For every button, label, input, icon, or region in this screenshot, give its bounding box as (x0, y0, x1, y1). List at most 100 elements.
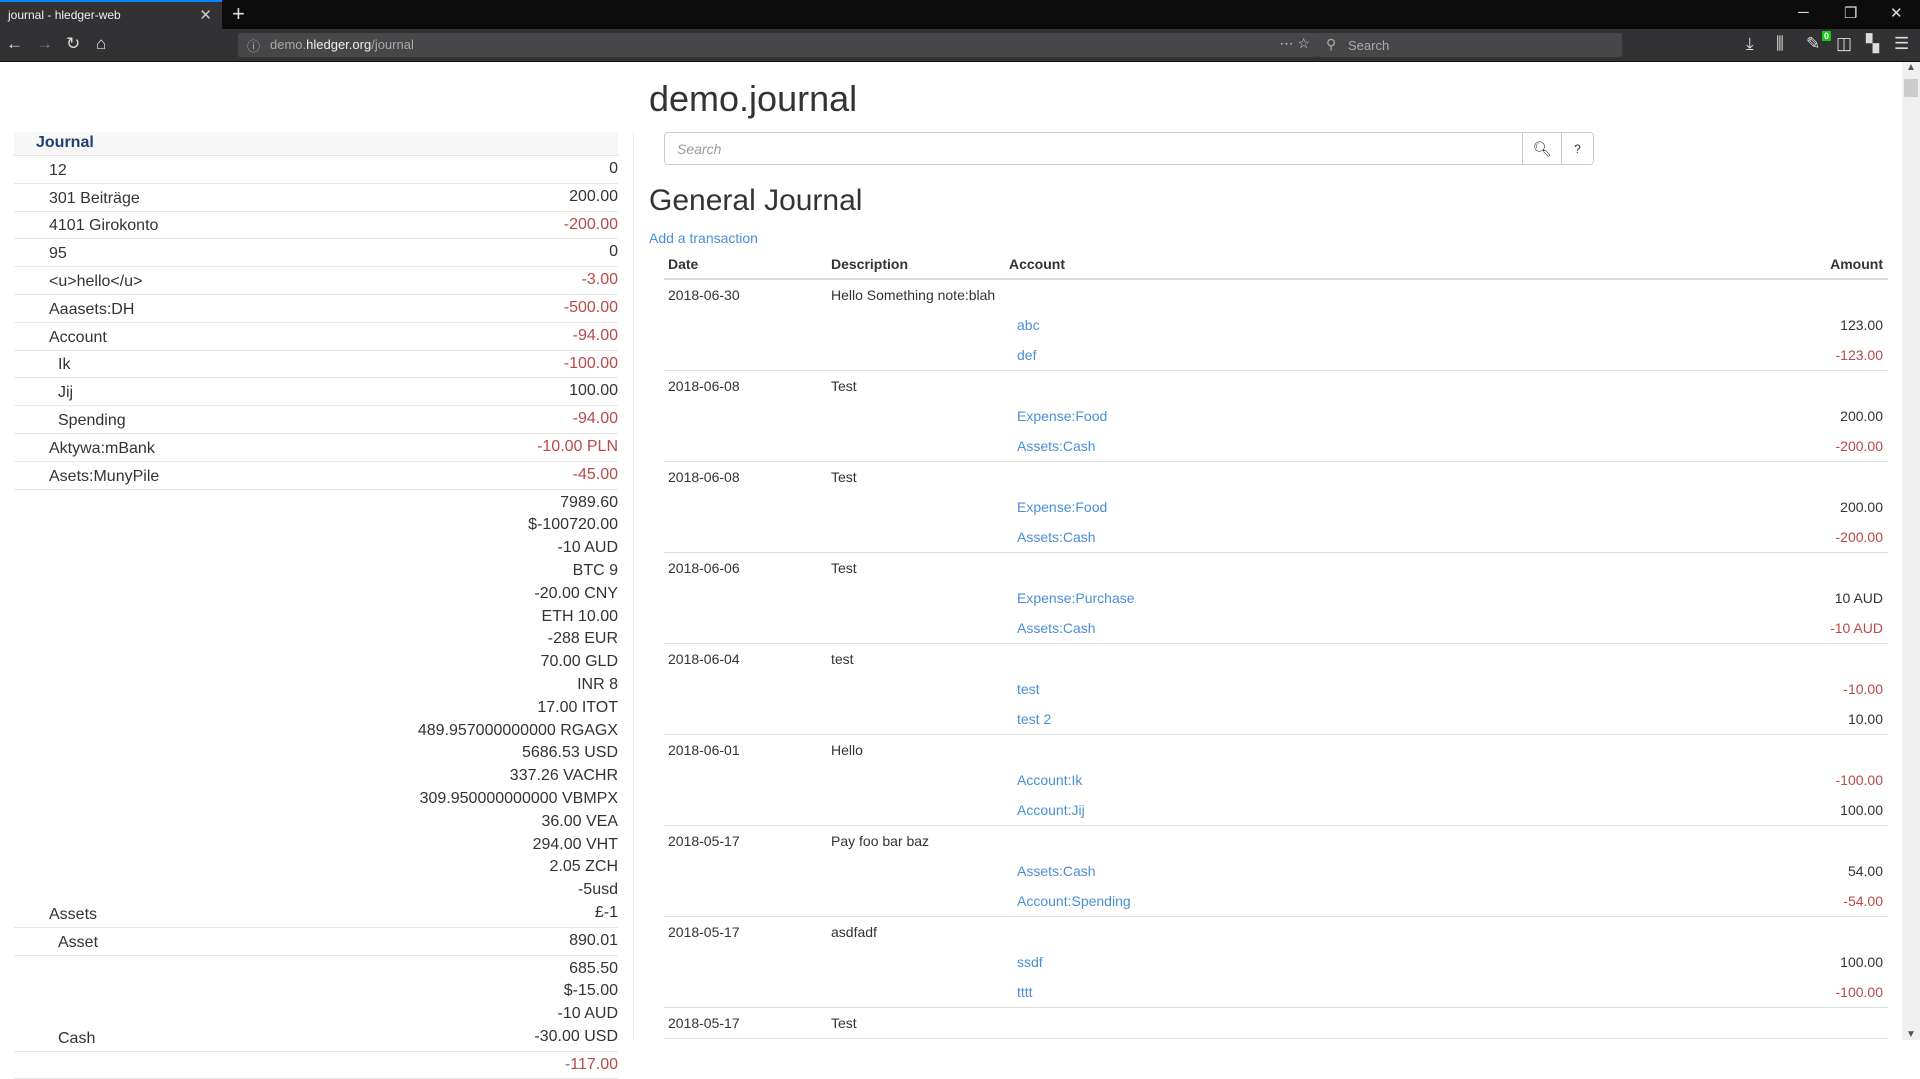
home-icon[interactable]: ⌂ (96, 34, 107, 53)
posting-account-link[interactable]: Assets:Cash (1017, 529, 1096, 545)
search-input[interactable]: Search (677, 141, 722, 157)
account-balance: 7989.60 $-100720.00 -10 AUD BTC 9 -20.00 CNY… (418, 492, 618, 925)
account-balance: 0 (609, 158, 618, 181)
transaction: 2018-06-06 Test Expense:Purchase 10 AUD Asse… (664, 553, 1888, 644)
account-link[interactable]: 95 (49, 245, 67, 263)
account-link[interactable]: Asets:MunyPile (49, 467, 160, 485)
posting-amount: 100.00 (1840, 954, 1883, 970)
account-link[interactable]: 12 (49, 161, 67, 179)
account-link[interactable]: Asset (58, 933, 99, 951)
tab-title: journal - hledger-web (8, 8, 121, 22)
account-link[interactable]: <u>hello</u> (49, 272, 143, 290)
transaction-row[interactable]: 2018-05-17 asdfadf (664, 917, 1888, 947)
download-icon[interactable]: ⤓ (1746, 34, 1754, 53)
scrollbar[interactable]: ▲ ▼ (1902, 62, 1920, 1040)
sidebar-journal-link[interactable]: Journal (14, 132, 618, 156)
transaction-description: Test (831, 1015, 857, 1031)
scroll-down-icon[interactable]: ▼ (1906, 1029, 1916, 1040)
posting-account-link[interactable]: Expense:Food (1017, 408, 1108, 424)
reload-icon[interactable]: ↻ (66, 34, 81, 53)
page-actions-star-icon[interactable]: ⋯ ☆ (1279, 35, 1310, 51)
close-window-icon[interactable]: ✕ (1890, 5, 1903, 22)
url-path: /journal (371, 37, 414, 52)
account-link[interactable]: Aaasets:DH (49, 300, 135, 318)
site-title[interactable]: demo.journal (649, 78, 858, 119)
browser-tab[interactable]: journal - hledger-web ✕ (0, 0, 222, 29)
balance-amount: 685.50 (569, 959, 618, 977)
transaction-row[interactable]: 2018-05-17 Test (664, 1008, 1888, 1038)
transaction-date: 2018-05-17 (668, 1015, 740, 1031)
url-host: hledger.org (306, 37, 372, 52)
posting-account-link[interactable]: ssdf (1017, 954, 1043, 970)
transaction-row[interactable]: 2018-06-08 Test (664, 462, 1888, 492)
info-icon[interactable]: ⓘ (247, 39, 261, 54)
account-link[interactable]: Jij (58, 384, 74, 402)
scrollbar-thumb[interactable] (1904, 79, 1918, 97)
account-balance: 100.00 (569, 380, 618, 403)
extension-icon[interactable]: ✎ (1806, 34, 1821, 53)
transaction: 2018-06-01 Hello Account:Ik -100.00 Account:… (664, 735, 1888, 826)
posting-account-link[interactable]: Account:Spending (1017, 893, 1131, 909)
sidebar-account-row: Assets 7989.60 $-100720.00 -10 AUD BTC 9 -20.… (14, 490, 618, 928)
posting-account-link[interactable]: test 2 (1017, 711, 1052, 727)
account-link[interactable]: Ik (58, 356, 71, 374)
restore-icon[interactable]: ❐ (1844, 5, 1858, 22)
url-host-prefix: demo. (270, 37, 307, 52)
library-icon[interactable]: ⫼ (1776, 34, 1784, 53)
add-transaction-link[interactable]: Add a transaction (649, 230, 758, 246)
balance-amount: 2.05 ZCH (549, 858, 618, 876)
balance-amount: -45.00 (572, 465, 618, 483)
sidebar-toggle-icon[interactable]: ◫ (1836, 34, 1853, 53)
balance-amount: 309.950000000000 VBMPX (419, 789, 618, 807)
account-link[interactable]: Assets (49, 905, 98, 923)
scroll-up-icon[interactable]: ▲ (1906, 62, 1916, 73)
balance-amount: ETH 10.00 (541, 607, 618, 625)
transaction-row[interactable]: 2018-05-17 Pay foo bar baz (664, 826, 1888, 856)
posting-account-link[interactable]: tttt (1017, 984, 1033, 1000)
new-tab-icon[interactable]: + (232, 1, 245, 26)
account-link[interactable]: Aktywa:mBank (49, 439, 155, 457)
menu-icon[interactable]: ☰ (1894, 34, 1910, 53)
posting-account-link[interactable]: Assets:Cash (1017, 620, 1096, 636)
account-link[interactable]: 4101 Girokonto (49, 217, 159, 235)
sidebar-account-row: Jij 100.00 (14, 378, 618, 407)
transaction-row[interactable]: 2018-06-01 Hello (664, 735, 1888, 765)
balance-amount: -10 AUD (557, 539, 618, 557)
search-button[interactable]: 🔍︎ (1522, 133, 1561, 164)
account-link[interactable]: 301 Beiträge (49, 189, 140, 207)
close-tab-icon[interactable]: ✕ (199, 7, 212, 24)
posting-account-link[interactable]: Expense:Food (1017, 499, 1108, 515)
help-button[interactable]: ? (1561, 133, 1593, 164)
posting-row: Assets:Cash -200.00 (664, 522, 1888, 552)
transaction-row[interactable]: 2018-06-08 Test (664, 371, 1888, 401)
account-link[interactable]: Account (49, 328, 107, 346)
sidebar-account-row: 301 Beiträge 200.00 (14, 184, 618, 212)
minimize-icon[interactable]: ─ (1798, 4, 1809, 21)
transaction-row[interactable]: 2018-06-30 Hello Something note:blah (664, 280, 1888, 310)
posting-amount: -123.00 (1835, 347, 1883, 363)
url-bar[interactable]: ⓘ demo.hledger.org/journal ⋯ ☆ (238, 33, 1318, 57)
browser-search-input[interactable]: ⚲ Search (1318, 33, 1622, 57)
posting-account-link[interactable]: Assets:Cash (1017, 863, 1096, 879)
transaction-row[interactable]: 2018-06-06 Test (664, 553, 1888, 583)
page-heading: General Journal (649, 184, 863, 217)
posting-account-link[interactable]: Assets:Cash (1017, 438, 1096, 454)
posting-account-link[interactable]: test (1017, 681, 1040, 697)
transaction-row[interactable]: 2018-06-04 test (664, 644, 1888, 674)
account-balance: 0 (609, 241, 618, 264)
posting-account-link[interactable]: Expense:Purchase (1017, 590, 1135, 606)
account-link[interactable]: Spending (58, 411, 126, 429)
posting-account-link[interactable]: Account:Ik (1017, 772, 1083, 788)
back-icon[interactable]: ← (6, 34, 23, 53)
account-link[interactable]: Cash (58, 1029, 96, 1047)
containers-icon[interactable]: ▚ (1866, 34, 1880, 53)
posting-amount: -10 AUD (1830, 620, 1883, 636)
posting-account-link[interactable]: Account:Jij (1017, 802, 1085, 818)
col-date: Date (668, 256, 699, 272)
forward-icon[interactable]: → (36, 34, 53, 53)
col-amount: Amount (1830, 256, 1883, 272)
posting-account-link[interactable]: abc (1017, 317, 1040, 333)
balance-amount: 489.957000000000 RGAGX (417, 721, 618, 739)
posting-account-link[interactable]: def (1017, 347, 1037, 363)
tab-bar: journal - hledger-web ✕ + ─ ❐ ✕ (0, 0, 1920, 29)
